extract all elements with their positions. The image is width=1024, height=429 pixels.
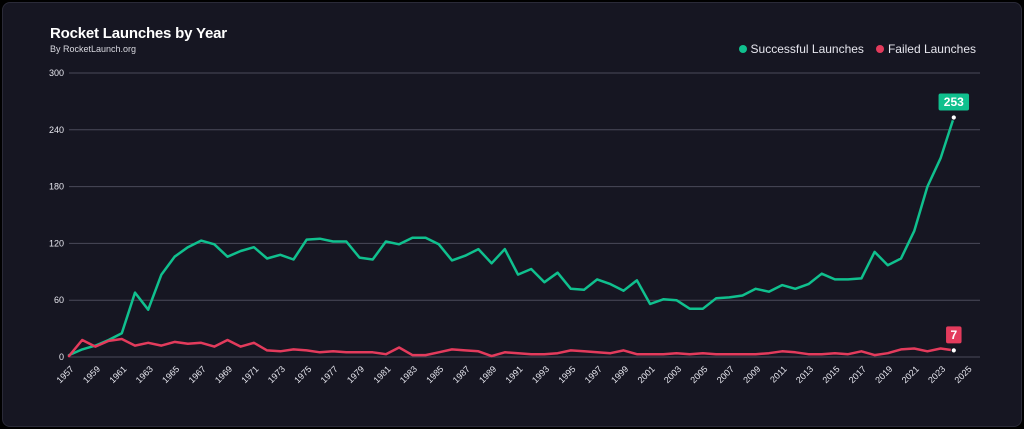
x-tick-label: 2005: [688, 364, 709, 385]
x-tick-label: 1991: [504, 364, 525, 385]
end-label-text: 7: [950, 328, 957, 342]
x-tick-label: 1981: [371, 364, 392, 385]
y-tick-label: 180: [49, 182, 64, 192]
x-tick-label: 1975: [292, 364, 313, 385]
endpoint-dot: [950, 114, 957, 121]
series-line-failed: [67, 337, 956, 358]
x-tick-label: 1985: [424, 364, 445, 385]
endpoint-dot: [950, 347, 957, 354]
x-tick-label: 1967: [187, 364, 208, 385]
x-tick-label: 2025: [953, 364, 974, 385]
x-tick-label: 1969: [213, 364, 234, 385]
chart-title: Rocket Launches by Year: [50, 25, 227, 42]
x-tick-label: 2013: [794, 364, 815, 385]
y-tick-label: 60: [54, 295, 64, 305]
y-tick-label: 300: [49, 68, 64, 78]
x-tick-label: 1965: [160, 364, 181, 385]
end-label-badge: [946, 326, 962, 344]
y-tick-label: 0: [59, 352, 64, 362]
x-tick-label: 1997: [583, 364, 604, 385]
x-tick-label: 2019: [873, 364, 894, 385]
x-tick-label: 2023: [926, 364, 947, 385]
end-label-text: 253: [944, 95, 964, 109]
legend-dot-successful: [738, 45, 747, 53]
chart-subtitle: By RocketLaunch.org: [50, 44, 137, 54]
x-tick-label: 1973: [266, 364, 287, 385]
x-tick-label: 2011: [768, 364, 789, 385]
end-label-badge: [938, 93, 970, 111]
x-tick-label: 1979: [345, 364, 366, 385]
legend-label-successful: Successful Launches: [750, 42, 864, 56]
legend-item-successful[interactable]: Successful Launches: [738, 42, 864, 56]
x-tick-label: 1999: [609, 364, 630, 385]
x-tick-label: 1971: [239, 364, 260, 385]
x-tick-label: 1989: [477, 364, 498, 385]
x-tick-label: 2009: [741, 364, 762, 385]
x-tick-label: 2021: [900, 364, 921, 385]
x-tick-label: 1977: [319, 364, 340, 385]
x-tick-label: 1957: [55, 364, 76, 385]
x-tick-label: 2015: [820, 364, 841, 385]
x-tick-label: 2007: [715, 364, 736, 385]
x-tick-label: 1993: [530, 364, 551, 385]
legend-item-failed[interactable]: Failed Launches: [875, 42, 976, 56]
x-tick-label: 1987: [451, 364, 472, 385]
x-tick-label: 1959: [81, 364, 102, 385]
chart-legend: Successful Launches Failed Launches: [738, 42, 976, 56]
legend-dot-failed: [875, 45, 884, 53]
legend-label-failed: Failed Launches: [887, 42, 976, 56]
x-tick-label: 1963: [134, 364, 155, 385]
x-tick-label: 2003: [662, 364, 683, 385]
x-tick-label: 1995: [556, 364, 577, 385]
x-tick-label: 1961: [107, 364, 128, 385]
series-line-successful: [67, 116, 956, 357]
x-tick-label: 2001: [636, 364, 657, 385]
y-tick-label: 240: [49, 125, 64, 135]
x-tick-label: 2017: [847, 364, 868, 385]
x-tick-label: 1983: [398, 364, 419, 385]
y-tick-label: 120: [49, 238, 64, 248]
